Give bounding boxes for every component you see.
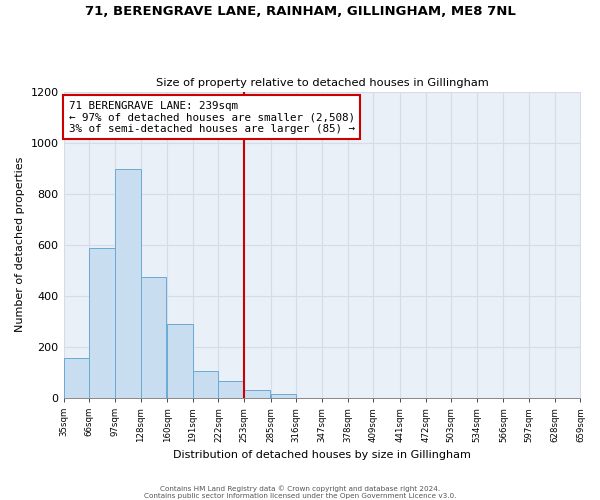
Bar bbox=[140, 276, 166, 398]
Text: Contains public sector information licensed under the Open Government Licence v3: Contains public sector information licen… bbox=[144, 493, 456, 499]
Bar bbox=[64, 358, 89, 398]
Bar bbox=[218, 381, 244, 398]
Text: Contains HM Land Registry data © Crown copyright and database right 2024.: Contains HM Land Registry data © Crown c… bbox=[160, 486, 440, 492]
Bar bbox=[193, 371, 218, 398]
Text: 71 BERENGRAVE LANE: 239sqm
← 97% of detached houses are smaller (2,508)
3% of se: 71 BERENGRAVE LANE: 239sqm ← 97% of deta… bbox=[69, 100, 355, 134]
Bar bbox=[89, 248, 115, 398]
Bar bbox=[167, 324, 193, 398]
Title: Size of property relative to detached houses in Gillingham: Size of property relative to detached ho… bbox=[155, 78, 488, 88]
Bar bbox=[244, 390, 270, 398]
Y-axis label: Number of detached properties: Number of detached properties bbox=[15, 157, 25, 332]
Bar bbox=[271, 394, 296, 398]
X-axis label: Distribution of detached houses by size in Gillingham: Distribution of detached houses by size … bbox=[173, 450, 471, 460]
Text: 71, BERENGRAVE LANE, RAINHAM, GILLINGHAM, ME8 7NL: 71, BERENGRAVE LANE, RAINHAM, GILLINGHAM… bbox=[85, 5, 515, 18]
Bar bbox=[115, 170, 140, 398]
